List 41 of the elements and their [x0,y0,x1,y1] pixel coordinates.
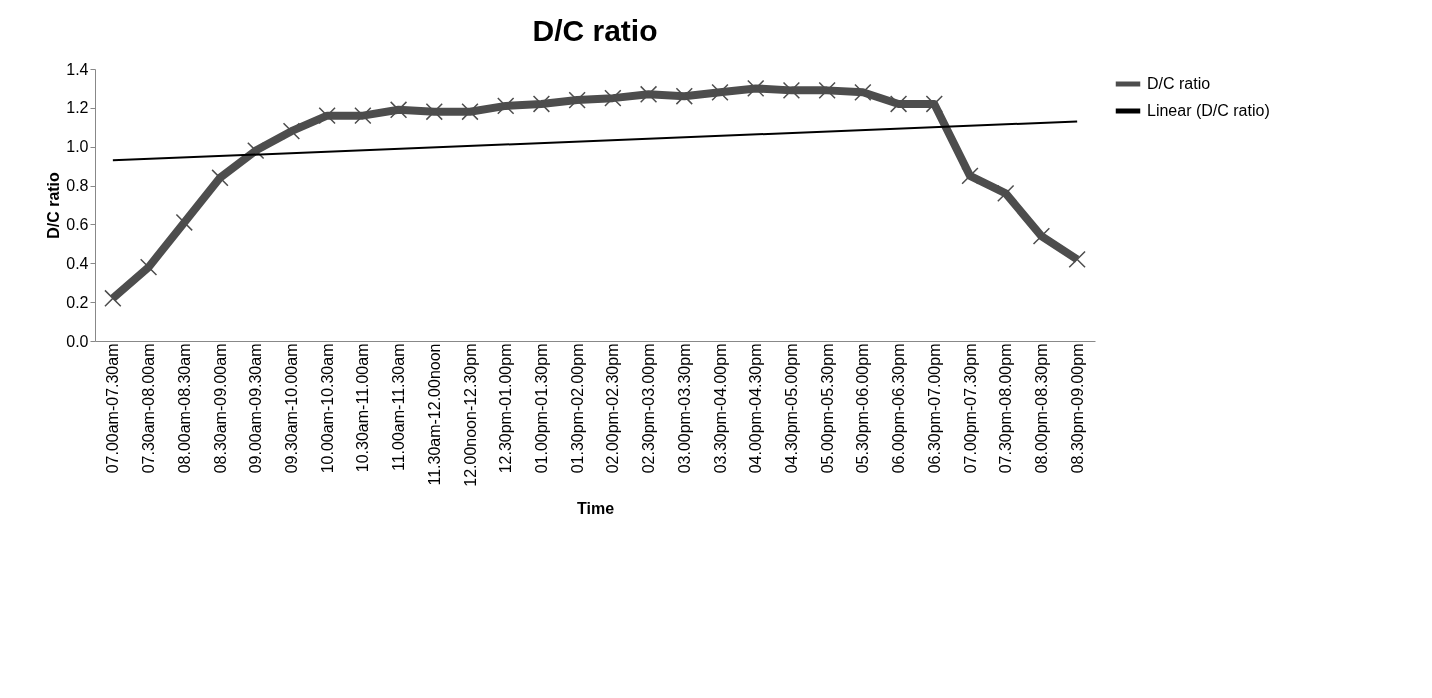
x-tick-label: 06.00pm-06.30pm [890,343,908,474]
x-tick-label: 05.30pm-06.00pm [854,343,872,474]
x-tick-label: 09.00am-09.30am [247,343,265,474]
x-tick-label: 08.30pm-09.00pm [1068,343,1086,474]
x-tick-label: 05.00pm-05.30pm [818,343,836,474]
legend-label: D/C ratio [1147,75,1211,92]
x-tick-label: 02.30pm-03.00pm [640,343,658,474]
y-tick-label: 0.6 [66,215,89,233]
x-tick-label: 04.00pm-04.30pm [747,343,765,474]
x-tick-label: 04.30pm-05.00pm [782,343,800,474]
x-tick-label: 01.00pm-01.30pm [532,343,550,474]
y-tick-label: 1.0 [66,138,89,156]
x-tick-label: 10.00am-10.30am [318,343,336,474]
x-tick-label: 11.00am-11.30am [390,343,408,471]
y-axis-title: D/C ratio [45,171,63,239]
x-axis-title: Time [576,499,615,517]
x-tick-label: 03.00pm-03.30pm [675,343,693,474]
chart-title: D/C ratio [532,14,658,47]
legend-label: Linear (D/C ratio) [1147,102,1270,119]
y-tick-label: 1.2 [66,99,89,117]
y-tick-label: 0.8 [66,177,89,195]
x-tick-label: 07.30pm-08.00pm [997,343,1015,474]
x-tick-label: 11.30am-12.00noon [425,343,443,486]
x-tick-label: 06.30pm-07.00pm [925,343,943,474]
x-tick-label: 07.00pm-07.30pm [961,343,979,474]
x-tick-label: 07.00am-07.30am [104,343,122,474]
x-tick-label: 08.00pm-08.30pm [1032,343,1050,474]
x-tick-label: 08.00am-08.30am [175,343,193,474]
x-tick-label: 09.30am-10.00am [282,343,300,474]
y-tick-label: 0.4 [66,254,89,272]
x-tick-label: 08.30am-09.00am [211,343,229,474]
y-tick-label: 0.2 [66,293,89,311]
x-tick-label: 01.30pm-02.00pm [568,343,586,474]
x-tick-label: 12.30pm-01.00pm [497,343,515,474]
y-tick-label: 1.4 [66,60,89,78]
x-tick-label: 10.30am-11.00am [354,343,372,473]
y-tick-label: 0.0 [66,332,89,350]
x-tick-label: 07.30am-08.00am [140,343,158,474]
x-tick-label: 03.30pm-04.00pm [711,343,729,474]
x-tick-label: 12.00noon-12.30pm [461,343,479,487]
x-tick-label: 02.00pm-02.30pm [604,343,622,474]
